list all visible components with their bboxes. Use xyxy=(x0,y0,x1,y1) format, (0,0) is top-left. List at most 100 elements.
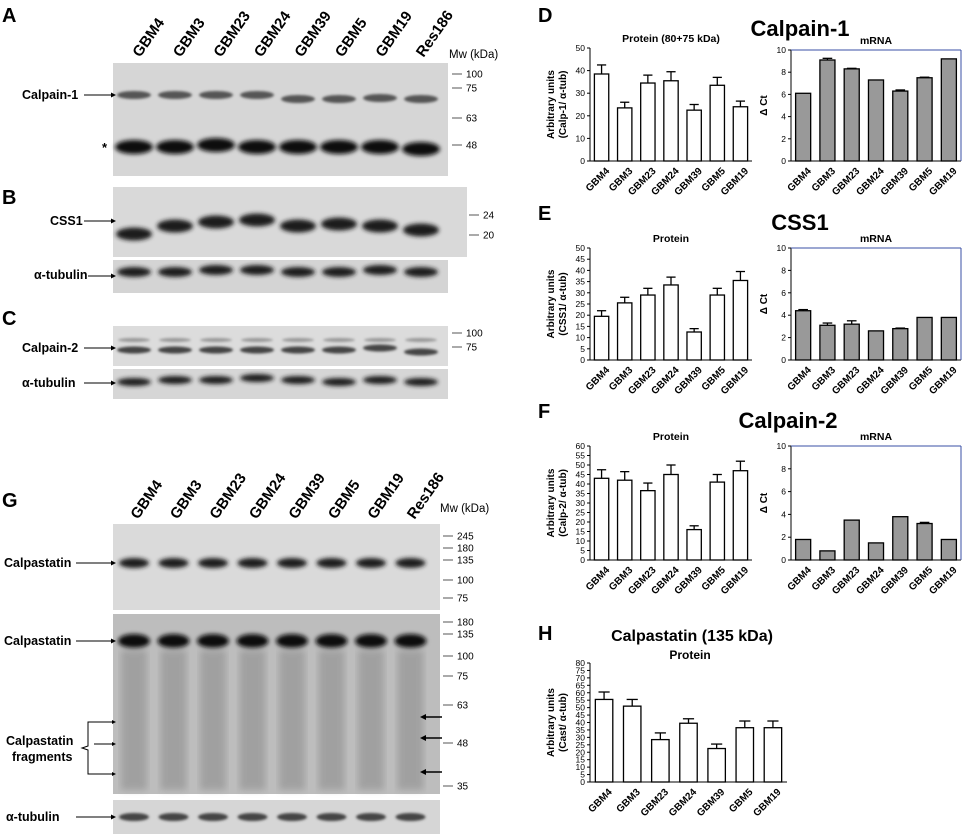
y-tick-label: 40 xyxy=(576,718,586,728)
g-lane-gbm5: GBM5 xyxy=(325,477,364,522)
x-tick-label: GBM4 xyxy=(786,166,815,195)
bar-gbm5 xyxy=(916,522,933,561)
calpain1-lower-band xyxy=(279,140,317,154)
y-tick-label: 15 xyxy=(576,527,586,537)
calpain1-lower-band xyxy=(197,138,235,152)
x-tick-label: GBM4 xyxy=(786,365,815,394)
x-tick-label: GBM19 xyxy=(751,787,783,819)
y-tick-label: 30 xyxy=(576,498,586,508)
css1-band xyxy=(362,219,398,233)
calpastatin-smear xyxy=(397,650,424,790)
tubulin-g-band xyxy=(198,813,228,821)
y-tick-label: 0 xyxy=(580,355,585,365)
x-tick-label: GBM4 xyxy=(786,565,815,594)
calpastatin2-band xyxy=(355,634,387,648)
calpain2-upper-band xyxy=(405,338,437,342)
tubulin-b-band xyxy=(240,265,274,275)
bar-gbm19 xyxy=(940,316,958,361)
g2-mw-100: 100 xyxy=(457,652,474,663)
y-tick-label: 45 xyxy=(576,470,586,480)
y-tick-label: 0 xyxy=(580,555,585,565)
y-tick-label: 4 xyxy=(781,509,786,519)
y-tick-label: 50 xyxy=(576,460,586,470)
panel-letter-g: G xyxy=(2,490,18,512)
g-lane-gbm19: GBM19 xyxy=(364,470,408,522)
x-tick-label: GBM24 xyxy=(667,787,699,819)
bar-gbm24 xyxy=(867,330,885,361)
y-tick-label: 30 xyxy=(576,88,586,98)
y-tick-label: 20 xyxy=(576,310,586,320)
label-tubulin-c: α-tubulin xyxy=(22,376,76,390)
fragments-bracket xyxy=(80,721,94,775)
bar-gbm5 xyxy=(735,727,755,783)
calpain1-lower-band xyxy=(156,140,194,154)
y-tick-label: 25 xyxy=(576,508,586,518)
mw-header-top: Mw (kDa) xyxy=(449,49,498,61)
g-lane-gbm4: GBM4 xyxy=(127,477,166,523)
panel-letter-c: C xyxy=(2,308,16,330)
g2-mw-135: 135 xyxy=(457,630,474,641)
y-tick-label: 8 xyxy=(781,67,786,77)
y-tick-label: 60 xyxy=(576,441,586,451)
calpastatin1-band xyxy=(316,558,347,568)
y-tick-label: 2 xyxy=(781,333,786,343)
x-tick-label: GBM39 xyxy=(879,365,911,397)
bar-gbm39 xyxy=(892,516,909,561)
bar-gbm39 xyxy=(707,747,727,783)
y-tick-label: 75 xyxy=(576,665,586,675)
tubulin-g-band xyxy=(277,813,307,821)
calpastatin2-band xyxy=(394,634,427,648)
g1-mw-100: 100 xyxy=(457,576,474,587)
y-tick-label: 10 xyxy=(576,133,586,143)
tubulin-c-band xyxy=(404,378,438,386)
calpain2-upper-band xyxy=(118,338,150,342)
tubulin-g-band xyxy=(395,813,426,821)
calpain1-lower-band xyxy=(320,140,358,154)
panel-letter-b: B xyxy=(2,187,16,209)
tubulin-g-band xyxy=(356,813,386,821)
calpastatin1-band xyxy=(395,558,426,568)
label-calpain1: Calpain-1 xyxy=(22,88,78,102)
g-lane-gbm23: GBM23 xyxy=(206,470,250,522)
calpain1-band xyxy=(117,91,151,99)
calpain2-upper-band xyxy=(364,338,396,342)
mw-header-g: Mw (kDa) xyxy=(440,503,489,515)
tubulin-b-band xyxy=(363,265,397,275)
b-mw-24: 24 xyxy=(483,211,495,222)
y-label: Arbitrary units xyxy=(546,269,557,338)
bar-gbm3 xyxy=(819,550,836,561)
panel-letter-d: D xyxy=(538,5,552,27)
y-tick-label: 0 xyxy=(580,156,585,166)
y-tick-label: 0 xyxy=(781,156,786,166)
bar-gbm4 xyxy=(593,315,610,361)
y-label-sub: (Calp-2/ α-tub) xyxy=(558,469,569,537)
calpastatin1-band xyxy=(277,558,307,568)
calpain2-upper-band xyxy=(200,338,232,342)
calpain2-band xyxy=(404,348,438,356)
bar-gbm23 xyxy=(843,519,860,561)
calpain1-lower-band xyxy=(115,140,153,154)
calpastatin-smear xyxy=(121,650,147,790)
y-tick-label: 10 xyxy=(777,45,787,55)
arrowhead-calpastatin1 xyxy=(111,560,116,566)
arrowhead-calpain2 xyxy=(111,345,116,351)
y-tick-label: 10 xyxy=(576,536,586,546)
label-tubulin-g: α-tubulin xyxy=(6,810,60,824)
calpain2-band xyxy=(158,346,192,354)
y-tick-label: 10 xyxy=(576,762,586,772)
y-tick-label: 6 xyxy=(781,487,786,497)
bar-gbm23 xyxy=(650,738,670,783)
y-tick-label: 25 xyxy=(576,740,586,750)
y-tick-label: 55 xyxy=(576,451,586,461)
y-label: Arbitrary units xyxy=(546,688,557,757)
blot-g1-membrane xyxy=(113,524,440,610)
panel-letter-e: E xyxy=(538,203,551,225)
calpastatin-smear xyxy=(358,650,384,790)
fragment-arrows-right xyxy=(420,714,442,775)
g2-mw-48: 48 xyxy=(457,739,469,750)
bar-gbm39 xyxy=(686,109,702,162)
bar-gbm23 xyxy=(640,489,656,561)
